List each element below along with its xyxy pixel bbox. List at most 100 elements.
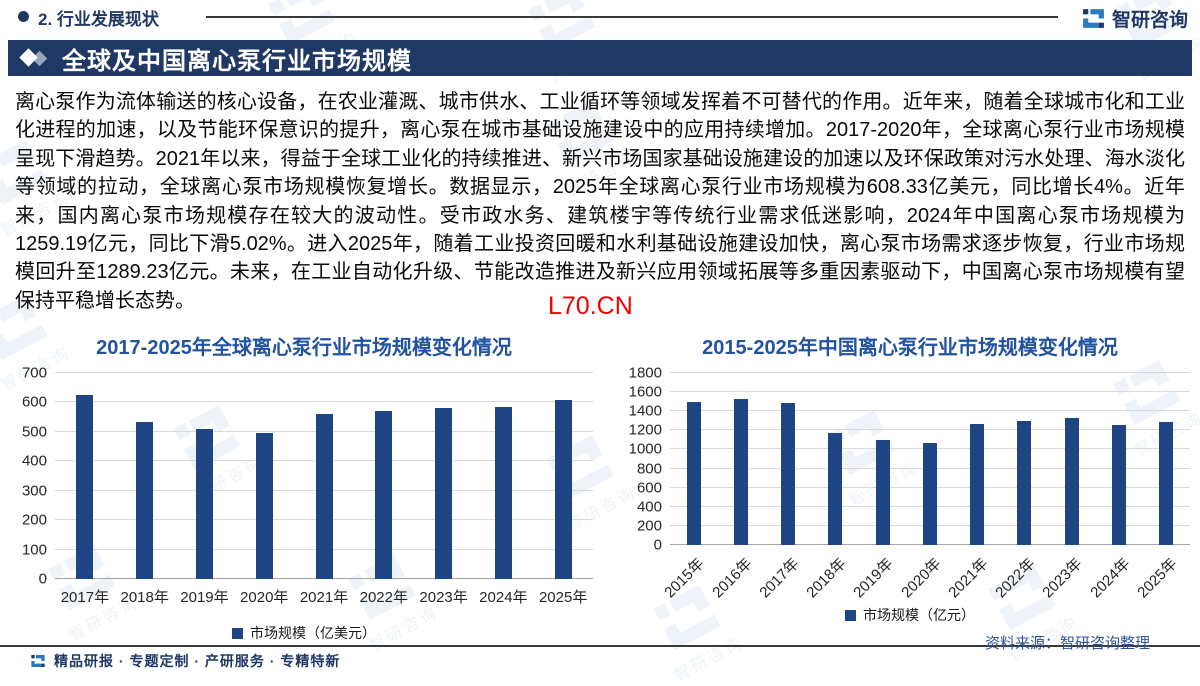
china-market-chart: 2015-2025年中国离心泵行业市场规模变化情况 0 200 400 600 800 1… — [628, 331, 1190, 625]
bar-cell — [354, 373, 414, 579]
bar-2020年 — [255, 432, 273, 579]
global-market-chart: 2017-2025年全球离心泵行业市场规模变化情况 0 100 200 300 400 5… — [15, 331, 593, 643]
bar-cell — [1001, 373, 1048, 545]
x-tick-cell: 2017年 — [55, 579, 115, 607]
bar-2022年 — [1017, 420, 1032, 545]
x-tick-label: 2023年 — [419, 589, 468, 606]
footer: 精品研报 · 专题定制 · 产研服务 · 专精特新 — [30, 651, 340, 671]
bar-2016年 — [733, 398, 748, 545]
bar-cell — [55, 373, 115, 579]
x-tick-cell: 2025年 — [1134, 545, 1190, 601]
chart-title: 2017-2025年全球离心泵行业市场规模变化情况 — [96, 337, 512, 359]
y-tick-label: 1800 — [628, 364, 662, 382]
bar-2025年 — [554, 399, 572, 579]
bar-cell — [234, 373, 294, 579]
watermark-text: 智研咨询 — [671, 634, 747, 685]
chart-legend: 市场规模（亿元） — [630, 605, 1190, 625]
brand-logo: 智研咨询 — [1081, 5, 1188, 32]
bar-2018年 — [828, 433, 843, 545]
x-tick-label: 2017年 — [60, 589, 110, 606]
bar-cell — [765, 373, 812, 545]
y-tick-label: 1200 — [628, 421, 662, 439]
y-tick-label: 800 — [636, 460, 662, 478]
bar-cell — [859, 373, 906, 545]
bar-cell — [670, 373, 717, 545]
y-tick-label: 500 — [21, 423, 47, 441]
bar-2017年 — [781, 403, 796, 545]
bar-cell — [1048, 373, 1095, 545]
bar-cell — [533, 373, 593, 579]
bar-2025年 — [1159, 421, 1174, 545]
chart-title: 2015-2025年中国离心泵行业市场规模变化情况 — [702, 337, 1118, 359]
plot-area — [55, 372, 593, 579]
x-tick-cell: 2022年 — [992, 545, 1048, 601]
x-tick-cell: 2020年 — [898, 545, 953, 601]
x-tick-cell: 2021年 — [294, 579, 354, 607]
red-watermark-text: L70.CN — [548, 292, 633, 320]
chart-legend: 市场规模（亿美元） — [15, 623, 593, 643]
y-tick-label: 400 — [636, 498, 662, 516]
y-tick-label: 1400 — [628, 402, 662, 420]
bar-2023年 — [1064, 418, 1079, 545]
bar-cell — [294, 373, 354, 579]
plot-area — [670, 372, 1190, 545]
x-tick-cell: 2023年 — [1040, 545, 1095, 601]
bar-2015年 — [686, 401, 701, 545]
x-tick-cell: 2025年 — [533, 579, 593, 607]
page-title: 全球及中国离心泵行业市场规模 — [62, 47, 412, 75]
legend-label: 市场规模（亿美元） — [250, 625, 376, 641]
y-tick-label: 1000 — [628, 440, 662, 458]
y-tick-label: 700 — [21, 364, 47, 382]
bar-2019年 — [875, 439, 890, 545]
bar-2018年 — [136, 421, 154, 579]
gridline — [55, 401, 593, 403]
bar-2023年 — [435, 408, 453, 579]
x-axis-labels: 2015年 2016年 2017年 2018年 2019年 2020年 2021年 2022年… — [662, 545, 1190, 601]
y-tick-label: 0 — [653, 536, 662, 554]
bar-2017年 — [76, 395, 94, 579]
bar-2021年 — [315, 414, 333, 579]
bar-cell — [812, 373, 859, 545]
y-tick-label: 0 — [38, 570, 47, 588]
x-axis-labels: 2017年 2018年 2019年 2020年 2021年 2022年 2023年 2024年… — [55, 579, 593, 607]
x-tick-label: 2019年 — [180, 589, 229, 606]
bar-2024年 — [494, 406, 512, 579]
y-tick-label: 1600 — [628, 383, 662, 401]
bar-cell — [1095, 373, 1142, 545]
x-tick-cell: 2016年 — [709, 545, 764, 601]
bar-2022年 — [375, 411, 393, 579]
gridline — [670, 372, 1190, 373]
x-tick-label: 2022年 — [359, 589, 408, 606]
y-tick-label: 200 — [636, 517, 662, 535]
footer-rule — [0, 645, 1200, 647]
brand-name: 智研咨询 — [1111, 10, 1188, 31]
brand-logo-icon — [1083, 9, 1104, 28]
bar-cell — [1143, 373, 1190, 545]
bar-cell — [954, 373, 1001, 545]
bars-row — [670, 373, 1190, 545]
bar-2019年 — [195, 428, 213, 579]
bullet-icon — [18, 11, 29, 22]
gridline — [55, 372, 593, 373]
y-axis-labels: 0 100 200 300 400 500 600 700 — [15, 366, 55, 587]
bar-cell — [473, 373, 533, 579]
bars-row — [55, 373, 593, 579]
x-tick-cell: 2024年 — [1087, 545, 1142, 601]
legend-label: 市场规模（亿元） — [863, 607, 975, 623]
y-tick-label: 100 — [21, 541, 47, 559]
bar-cell — [175, 373, 235, 579]
legend-swatch — [845, 609, 856, 621]
x-tick-label: 2020年 — [240, 589, 289, 606]
x-tick-label: 2025年 — [538, 589, 588, 606]
x-tick-cell: 2017年 — [756, 545, 812, 601]
x-tick-cell: 2019年 — [175, 579, 235, 607]
bar-2024年 — [1112, 424, 1127, 545]
y-tick-label: 200 — [21, 511, 47, 529]
bar-cell — [717, 373, 764, 545]
x-tick-cell: 2022年 — [354, 579, 414, 607]
section-label: 2. 行业发展现状 — [38, 10, 159, 29]
gridline — [670, 429, 1190, 431]
y-tick-label: 600 — [636, 479, 662, 497]
x-tick-cell: 2018年 — [115, 579, 175, 607]
gridline — [670, 410, 1190, 412]
